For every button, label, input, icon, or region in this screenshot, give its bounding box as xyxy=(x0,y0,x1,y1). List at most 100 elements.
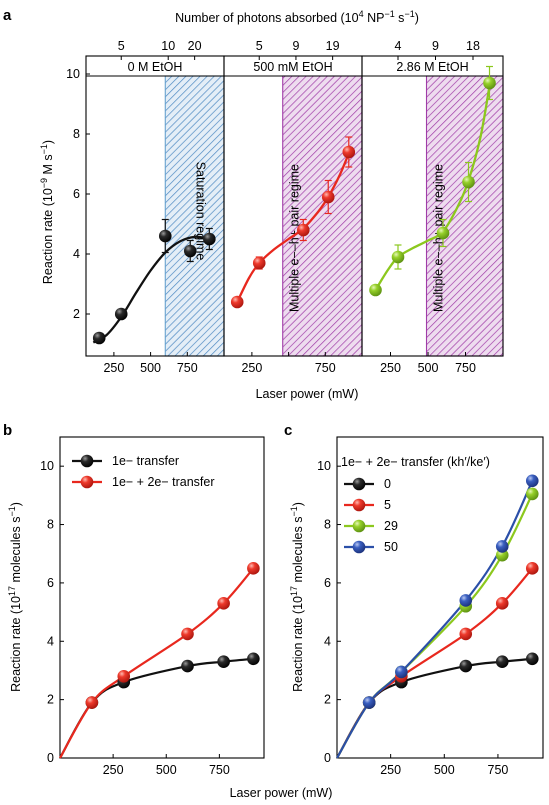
x-tick-label: 250 xyxy=(380,763,401,777)
data-point xyxy=(459,659,473,673)
y-tick-label: 8 xyxy=(73,127,80,141)
legend-marker xyxy=(352,519,366,533)
y-tick-label: 8 xyxy=(47,518,54,532)
data-point xyxy=(203,232,216,246)
data-point xyxy=(369,283,382,297)
data-point xyxy=(495,548,509,562)
x-tick-label: 500 xyxy=(156,763,177,777)
data-point xyxy=(459,594,473,607)
data-point xyxy=(395,665,408,679)
y-tick-label: 4 xyxy=(47,634,54,648)
data-point xyxy=(217,655,230,668)
data-point xyxy=(114,307,128,321)
top-tick-label: 5 xyxy=(118,39,125,53)
data-point xyxy=(85,696,99,709)
y-tick-label: 4 xyxy=(324,634,331,648)
x-tick-label: 250 xyxy=(380,361,401,375)
data-point xyxy=(321,190,335,204)
legend-marker xyxy=(80,454,94,468)
data-point xyxy=(296,223,310,237)
legend-marker xyxy=(352,540,366,554)
plot-frame xyxy=(59,436,265,759)
data-point xyxy=(495,597,509,610)
plot-frame xyxy=(336,436,544,759)
top-tick-label: 18 xyxy=(466,39,480,53)
regime-label: Multiple e−–h+ pair regime xyxy=(288,164,302,312)
data-point xyxy=(342,145,356,159)
data-point xyxy=(92,331,106,345)
x-tick-label: 250 xyxy=(103,763,124,777)
data-point xyxy=(483,76,496,90)
fit-curve xyxy=(374,85,491,291)
data-point xyxy=(525,474,539,488)
panel-a-plot: Saturation regime 0 M EtOH 250 500 750 5 10 20 M… xyxy=(66,39,504,375)
data-point xyxy=(436,226,450,240)
data-point xyxy=(459,627,473,641)
legend-label: 5 xyxy=(384,498,391,512)
panel-label-a: a xyxy=(3,7,12,24)
segment-frame xyxy=(361,55,504,357)
legend-label: 1e− + 2e− transfer xyxy=(112,475,215,489)
x-tick-label: 750 xyxy=(315,361,336,375)
x-tick-label: 750 xyxy=(177,361,198,375)
top-tick-label: 10 xyxy=(161,39,175,53)
x-tick-label: 500 xyxy=(140,361,161,375)
y-tick-label: 0 xyxy=(47,751,54,765)
top-tick-label: 20 xyxy=(188,39,202,53)
panel-a-y-axis-title: Reaction rate (10−9 M s−1) xyxy=(39,140,55,284)
regime-region-tint xyxy=(165,76,224,356)
legend-label: 0 xyxy=(384,477,391,491)
y-tick-label: 4 xyxy=(73,247,80,261)
data-point xyxy=(247,562,260,575)
data-point xyxy=(495,540,509,553)
data-point xyxy=(362,696,376,709)
panel-a-top-axis-title: Number of photons absorbed (104 NP−1 s−1… xyxy=(175,9,419,25)
data-point xyxy=(462,175,475,189)
y-tick-label: 10 xyxy=(40,459,54,473)
top-tick-label: 5 xyxy=(256,39,263,53)
legend-marker xyxy=(352,477,366,491)
regime-region xyxy=(164,75,225,357)
panel-label-c: c xyxy=(284,422,292,439)
data-point xyxy=(247,652,260,666)
data-point xyxy=(181,659,194,673)
data-point xyxy=(217,597,230,610)
legend-marker xyxy=(352,498,366,512)
data-point xyxy=(525,652,539,666)
data-point xyxy=(525,487,539,501)
legend-label: 1e− transfer xyxy=(112,454,179,468)
regime-label: Multiple e−–h+ pair regime xyxy=(432,164,446,312)
y-tick-label: 6 xyxy=(73,187,80,201)
x-tick-label: 250 xyxy=(103,361,124,375)
y-tick-label: 2 xyxy=(47,693,54,707)
series-line xyxy=(336,480,534,759)
y-tick-label: 2 xyxy=(324,693,331,707)
legend-marker xyxy=(80,475,94,489)
y-tick-label: 6 xyxy=(324,576,331,590)
y-tick-label: 8 xyxy=(324,518,331,532)
data-point xyxy=(158,229,172,243)
panel-b-plot: 250 500 750 0 2 4 6 8 10 1e− transfer 1e− + 2e− tr… xyxy=(40,436,265,777)
data-point xyxy=(117,669,131,683)
y-tick-label: 6 xyxy=(47,576,54,590)
legend-label: 29 xyxy=(384,519,398,533)
x-tick-label: 250 xyxy=(241,361,262,375)
panel-b-y-axis-title: Reaction rate (1017 molecules s−1) xyxy=(7,502,23,692)
data-point xyxy=(525,562,539,575)
data-point xyxy=(181,627,194,641)
regime-region-tint xyxy=(426,76,503,356)
x-tick-label: 500 xyxy=(418,361,439,375)
panel-label-b: b xyxy=(3,422,12,439)
data-point xyxy=(495,655,509,668)
segment-title: 500 mM EtOH xyxy=(253,60,332,74)
fit-curve xyxy=(92,235,215,344)
legend-label: 50 xyxy=(384,540,398,554)
fit-curve xyxy=(236,153,350,303)
y-tick-label: 10 xyxy=(66,67,80,81)
x-tick-label: 500 xyxy=(434,763,455,777)
top-tick-label: 4 xyxy=(395,39,402,53)
top-tick-label: 19 xyxy=(326,39,340,53)
regime-label: Saturation regime xyxy=(194,162,208,261)
data-point xyxy=(230,295,244,309)
